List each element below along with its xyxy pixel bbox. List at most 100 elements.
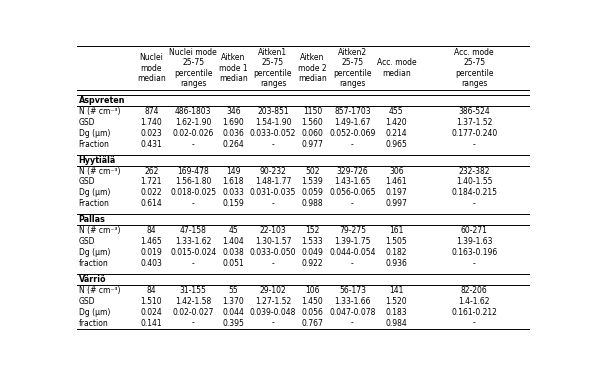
Text: 0.197: 0.197 bbox=[385, 188, 407, 197]
Text: -: - bbox=[473, 140, 476, 148]
Text: 0.997: 0.997 bbox=[385, 199, 407, 208]
Text: 0.183: 0.183 bbox=[386, 308, 407, 317]
Text: 29-102: 29-102 bbox=[260, 286, 286, 295]
Text: 306: 306 bbox=[389, 166, 403, 175]
Text: Värriö: Värriö bbox=[79, 275, 106, 284]
Text: 0.936: 0.936 bbox=[385, 259, 407, 268]
Text: 1.370: 1.370 bbox=[223, 297, 244, 306]
Text: 0.02-0.026: 0.02-0.026 bbox=[173, 129, 214, 138]
Text: -: - bbox=[192, 319, 194, 328]
Text: -: - bbox=[351, 259, 354, 268]
Text: 0.922: 0.922 bbox=[302, 259, 323, 268]
Text: 0.163-0.196: 0.163-0.196 bbox=[451, 248, 497, 257]
Text: 1.27-1.52: 1.27-1.52 bbox=[255, 297, 291, 306]
Text: Pallas: Pallas bbox=[79, 215, 105, 224]
Text: 1.560: 1.560 bbox=[302, 118, 323, 127]
Text: 502: 502 bbox=[305, 166, 320, 175]
Text: 1.510: 1.510 bbox=[141, 297, 162, 306]
Text: Aitken
mode 1
median: Aitken mode 1 median bbox=[219, 53, 248, 83]
Text: -: - bbox=[351, 140, 354, 148]
Text: 1.33-1.66: 1.33-1.66 bbox=[334, 297, 370, 306]
Text: Nuclei mode
25-75
percentile
ranges: Nuclei mode 25-75 percentile ranges bbox=[169, 48, 217, 88]
Text: Nuclei
mode
median: Nuclei mode median bbox=[137, 53, 166, 83]
Text: 1.740: 1.740 bbox=[141, 118, 162, 127]
Text: Aspvreten: Aspvreten bbox=[79, 96, 125, 105]
Text: 82-206: 82-206 bbox=[461, 286, 488, 295]
Text: -: - bbox=[351, 319, 354, 328]
Text: Dg (μm): Dg (μm) bbox=[79, 188, 110, 197]
Text: 0.177-0.240: 0.177-0.240 bbox=[451, 129, 497, 138]
Text: 0.056-0.065: 0.056-0.065 bbox=[329, 188, 376, 197]
Text: 1.505: 1.505 bbox=[385, 237, 407, 246]
Text: fraction: fraction bbox=[79, 319, 108, 328]
Text: 1.42-1.58: 1.42-1.58 bbox=[175, 297, 211, 306]
Text: 0.047-0.078: 0.047-0.078 bbox=[329, 308, 376, 317]
Text: 0.036: 0.036 bbox=[223, 129, 244, 138]
Text: -: - bbox=[192, 259, 194, 268]
Text: 0.051: 0.051 bbox=[223, 259, 244, 268]
Text: 0.038: 0.038 bbox=[223, 248, 244, 257]
Text: -: - bbox=[192, 140, 194, 148]
Text: 0.977: 0.977 bbox=[302, 140, 323, 148]
Text: 0.431: 0.431 bbox=[141, 140, 162, 148]
Text: 84: 84 bbox=[147, 286, 156, 295]
Text: 874: 874 bbox=[144, 107, 158, 116]
Text: -: - bbox=[272, 319, 274, 328]
Text: GSD: GSD bbox=[79, 118, 95, 127]
Text: 1.54-1.90: 1.54-1.90 bbox=[254, 118, 291, 127]
Text: 1.450: 1.450 bbox=[302, 297, 323, 306]
Text: 232-382: 232-382 bbox=[458, 166, 490, 175]
Text: N (# cm⁻³): N (# cm⁻³) bbox=[79, 107, 120, 116]
Text: 0.039-0.048: 0.039-0.048 bbox=[250, 308, 296, 317]
Text: 1.520: 1.520 bbox=[386, 297, 407, 306]
Text: 141: 141 bbox=[389, 286, 403, 295]
Text: 1.533: 1.533 bbox=[302, 237, 323, 246]
Text: -: - bbox=[272, 199, 274, 208]
Text: -: - bbox=[272, 140, 274, 148]
Text: 0.159: 0.159 bbox=[223, 199, 244, 208]
Text: 0.965: 0.965 bbox=[385, 140, 407, 148]
Text: 0.395: 0.395 bbox=[223, 319, 244, 328]
Text: 47-158: 47-158 bbox=[180, 226, 207, 235]
Text: 455: 455 bbox=[389, 107, 403, 116]
Text: N (# cm⁻³): N (# cm⁻³) bbox=[79, 166, 120, 175]
Text: 329-726: 329-726 bbox=[337, 166, 368, 175]
Text: 0.214: 0.214 bbox=[386, 129, 407, 138]
Text: -: - bbox=[272, 259, 274, 268]
Text: 152: 152 bbox=[305, 226, 320, 235]
Text: 0.033: 0.033 bbox=[223, 188, 244, 197]
Text: 1.404: 1.404 bbox=[223, 237, 244, 246]
Text: 0.033-0.052: 0.033-0.052 bbox=[250, 129, 296, 138]
Text: 203-851: 203-851 bbox=[257, 107, 289, 116]
Text: -: - bbox=[473, 199, 476, 208]
Text: 161: 161 bbox=[389, 226, 403, 235]
Text: 31-155: 31-155 bbox=[180, 286, 207, 295]
Text: 79-275: 79-275 bbox=[339, 226, 366, 235]
Text: Dg (μm): Dg (μm) bbox=[79, 129, 110, 138]
Text: 0.056: 0.056 bbox=[302, 308, 323, 317]
Text: 149: 149 bbox=[226, 166, 241, 175]
Text: 1.40-1.55: 1.40-1.55 bbox=[456, 178, 492, 187]
Text: 1.49-1.67: 1.49-1.67 bbox=[334, 118, 370, 127]
Text: 1150: 1150 bbox=[303, 107, 322, 116]
Text: 1.62-1.90: 1.62-1.90 bbox=[175, 118, 211, 127]
Text: 169-478: 169-478 bbox=[177, 166, 209, 175]
Text: 90-232: 90-232 bbox=[260, 166, 286, 175]
Text: 1.39-1.75: 1.39-1.75 bbox=[334, 237, 370, 246]
Text: -: - bbox=[192, 199, 194, 208]
Text: 0.02-0.027: 0.02-0.027 bbox=[173, 308, 214, 317]
Text: 0.184-0.215: 0.184-0.215 bbox=[451, 188, 497, 197]
Text: fraction: fraction bbox=[79, 259, 108, 268]
Text: Aitken
mode 2
median: Aitken mode 2 median bbox=[298, 53, 327, 83]
Text: 55: 55 bbox=[229, 286, 239, 295]
Text: 45: 45 bbox=[229, 226, 239, 235]
Text: 0.161-0.212: 0.161-0.212 bbox=[451, 308, 497, 317]
Text: 1.721: 1.721 bbox=[141, 178, 162, 187]
Text: 0.988: 0.988 bbox=[302, 199, 323, 208]
Text: 1.690: 1.690 bbox=[223, 118, 244, 127]
Text: 1.539: 1.539 bbox=[302, 178, 323, 187]
Text: 0.614: 0.614 bbox=[141, 199, 162, 208]
Text: -: - bbox=[473, 319, 476, 328]
Text: 0.024: 0.024 bbox=[141, 308, 162, 317]
Text: 0.023: 0.023 bbox=[141, 129, 162, 138]
